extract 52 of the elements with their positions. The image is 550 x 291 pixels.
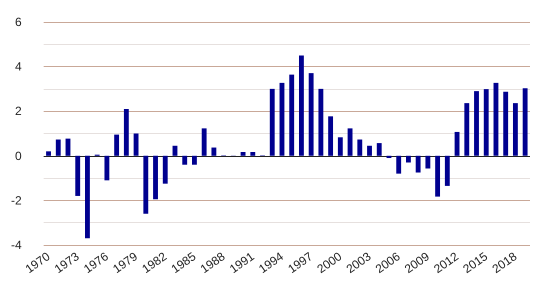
y-tick-label: 6 bbox=[14, 15, 22, 29]
y-tick-label: 2 bbox=[14, 104, 22, 118]
bar bbox=[143, 156, 148, 214]
y-tick-label: -2 bbox=[11, 193, 22, 208]
bar bbox=[270, 88, 275, 156]
bar bbox=[406, 156, 411, 162]
bar bbox=[474, 91, 479, 156]
bar bbox=[289, 74, 294, 156]
bar bbox=[85, 156, 90, 238]
bar bbox=[416, 156, 421, 173]
bar bbox=[202, 128, 207, 156]
bar bbox=[134, 134, 139, 156]
bar bbox=[484, 89, 489, 156]
bar bbox=[348, 128, 352, 156]
bar bbox=[328, 116, 334, 156]
bar bbox=[298, 55, 304, 156]
bar bbox=[162, 156, 168, 184]
bar bbox=[46, 151, 51, 156]
bar bbox=[75, 156, 80, 196]
bar bbox=[192, 156, 197, 165]
bar bbox=[522, 88, 528, 156]
bar bbox=[454, 132, 460, 156]
bar bbox=[104, 156, 110, 180]
bar bbox=[211, 148, 216, 156]
bar bbox=[56, 140, 61, 156]
y-tick-label: 0 bbox=[14, 148, 22, 163]
bar bbox=[172, 146, 178, 156]
bar bbox=[386, 156, 392, 158]
bar bbox=[308, 73, 314, 156]
bar bbox=[240, 152, 246, 156]
bar bbox=[425, 156, 430, 169]
x-tick-label: 1991 bbox=[226, 249, 258, 276]
bar bbox=[280, 82, 284, 156]
bar bbox=[376, 143, 382, 156]
bar bbox=[464, 103, 470, 156]
bar bbox=[444, 156, 450, 186]
y-tick-label: -4 bbox=[11, 238, 22, 252]
bar bbox=[66, 138, 70, 156]
bar bbox=[396, 156, 402, 174]
bar bbox=[494, 82, 498, 156]
bar bbox=[503, 92, 508, 156]
bar bbox=[435, 156, 440, 197]
y-tick-label: 4 bbox=[14, 60, 22, 74]
bar bbox=[367, 146, 372, 156]
bar bbox=[153, 156, 158, 200]
bar bbox=[114, 134, 120, 156]
bar bbox=[318, 88, 324, 156]
bar bbox=[250, 152, 256, 156]
bar bbox=[357, 140, 362, 156]
bar bbox=[338, 137, 343, 156]
bar bbox=[512, 103, 518, 156]
bar bbox=[124, 108, 129, 156]
